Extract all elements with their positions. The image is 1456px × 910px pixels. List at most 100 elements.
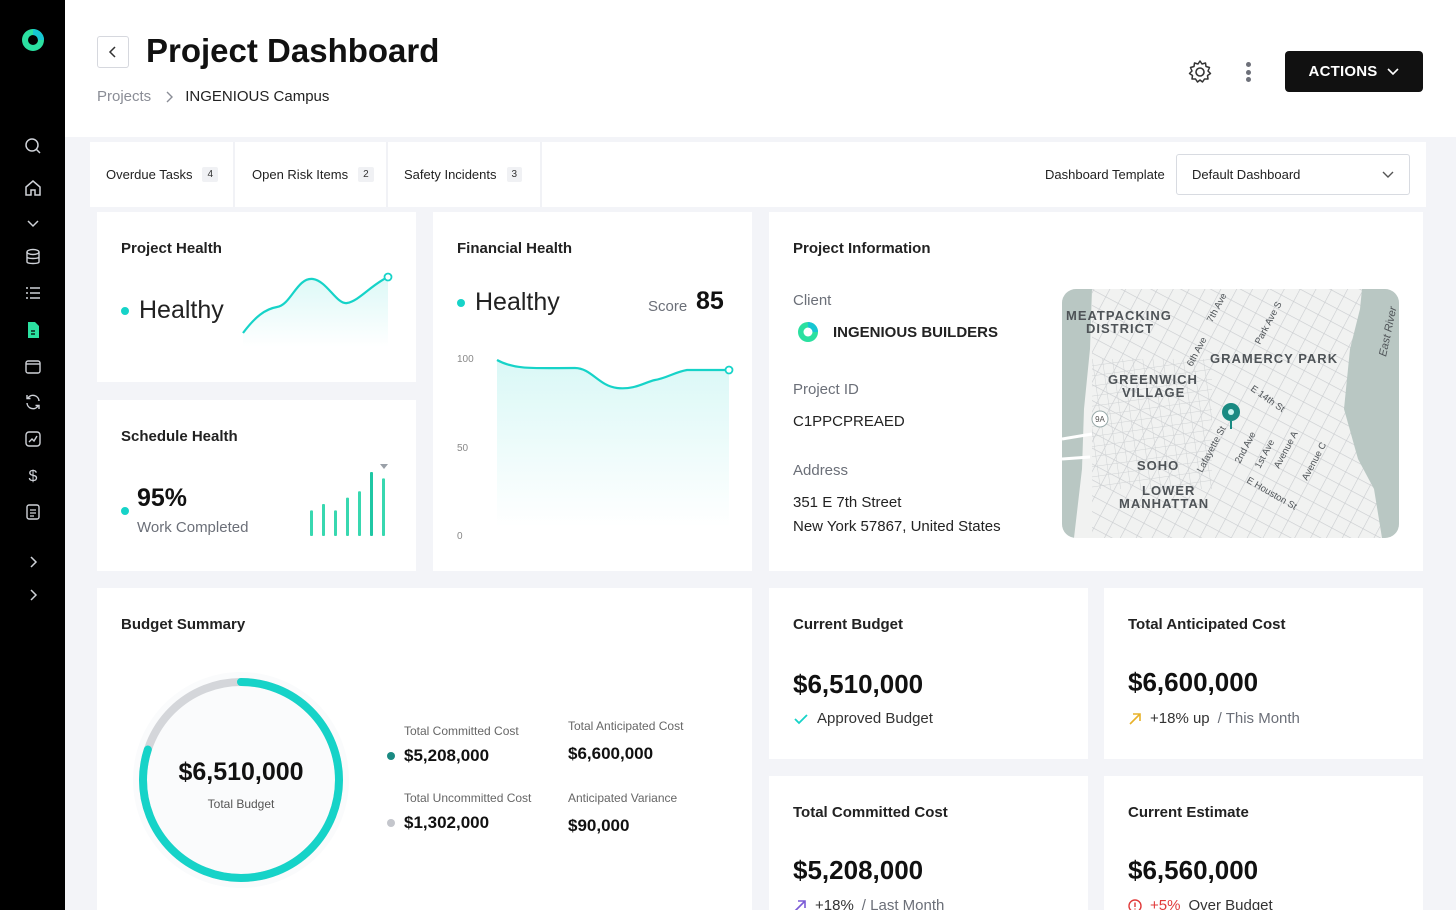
chevron-down-icon[interactable] (22, 212, 44, 234)
gear-icon[interactable] (1187, 59, 1213, 85)
document-icon[interactable] (22, 319, 44, 341)
financial-area-chart (496, 359, 734, 527)
y-tick-label: 0 (457, 531, 463, 542)
tab-count-badge: 4 (202, 167, 219, 182)
list-icon[interactable] (22, 282, 44, 304)
map-label: 6th Ave (1185, 335, 1210, 368)
map-graphic (1062, 289, 1399, 538)
actions-button[interactable]: ACTIONS (1285, 51, 1423, 92)
schedule-bar (310, 510, 313, 536)
schedule-bar (370, 472, 373, 536)
chevron-right-icon[interactable] (22, 551, 44, 573)
chart-icon[interactable] (22, 428, 44, 450)
total-anticipated-card: Total Anticipated Cost $6,600,000 +18% u… (1104, 588, 1423, 759)
tab-overdue-tasks[interactable]: Overdue Tasks 4 (90, 142, 235, 207)
breadcrumb-projects[interactable]: Projects (97, 88, 152, 105)
report-icon[interactable] (22, 501, 44, 523)
app-logo[interactable] (20, 27, 46, 53)
search-icon[interactable] (22, 135, 44, 157)
home-icon[interactable] (22, 177, 44, 199)
dashboard-template-label: Dashboard Template (1045, 167, 1165, 182)
chevron-down-icon (1387, 67, 1400, 75)
tab-open-risk-items[interactable]: Open Risk Items 2 (235, 142, 388, 207)
tab-safety-incidents[interactable]: Safety Incidents 3 (388, 142, 542, 207)
change-text: +18% (815, 897, 854, 910)
map-labels: MEATPACKING DISTRICT GRAMERCY PARK GREEN… (1066, 291, 1399, 513)
budget-donut-chart (133, 672, 349, 888)
current-budget-sub: Approved Budget (793, 710, 933, 727)
project-location-map[interactable]: MEATPACKING DISTRICT GRAMERCY PARK GREEN… (1062, 289, 1399, 538)
client-name[interactable]: INGENIOUS BUILDERS (833, 324, 999, 341)
project-health-status: Healthy (121, 296, 224, 325)
committed-value: $5,208,000 (404, 746, 490, 765)
y-tick-label: 50 (457, 443, 469, 454)
dashboard-template-select[interactable]: Default Dashboard (1176, 154, 1410, 195)
map-label: East River (1377, 304, 1399, 357)
uncommitted-value: $1,302,000 (404, 813, 490, 832)
total-anticipated-value: $6,600,000 (1128, 667, 1259, 697)
arrow-up-right-icon (794, 899, 806, 910)
score-label: Score (648, 298, 688, 315)
map-label: E Houston St (1245, 475, 1299, 513)
tab-label: Safety Incidents (404, 167, 497, 182)
tab-label: Open Risk Items (252, 167, 349, 182)
card-title: Current Estimate (1128, 804, 1249, 821)
schedule-percent: 95% (137, 484, 188, 512)
period-text: / Last Month (861, 897, 945, 910)
committed-arc (139, 678, 343, 882)
tab-count-badge: 2 (358, 167, 374, 182)
status-text: Healthy (475, 288, 560, 316)
budget-total-label: Total Budget (207, 797, 275, 811)
card-title: Budget Summary (121, 616, 246, 633)
client-label: Client (793, 292, 832, 309)
score-value: 85 (696, 287, 724, 315)
current-estimate-value: $6,560,000 (1128, 855, 1259, 885)
map-label: LOWER (1142, 483, 1195, 498)
current-estimate-sub: +5% Over Budget (1128, 897, 1273, 910)
map-label: Avenue C (1300, 440, 1329, 482)
schedule-bar-chart (310, 464, 388, 536)
database-icon[interactable] (22, 246, 44, 268)
address-line-1: 351 E 7th Street (793, 494, 902, 511)
breadcrumb-current: INGENIOUS Campus (185, 88, 330, 105)
status-dot (121, 306, 129, 315)
financial-health-status: Healthy (457, 288, 560, 317)
period-text: Over Budget (1188, 897, 1273, 910)
tab-count-badge: 3 (506, 167, 523, 182)
current-estimate-card: Current Estimate $6,560,000 +5% Over Bud… (1104, 776, 1423, 910)
page-title: Project Dashboard (146, 32, 440, 69)
chevron-left-icon (108, 46, 116, 58)
current-budget-value: $6,510,000 (793, 669, 924, 699)
folder-icon[interactable] (22, 355, 44, 377)
tab-label: Overdue Tasks (106, 167, 193, 182)
legend-dot (387, 819, 395, 827)
map-label: Lafayette St (1195, 424, 1229, 474)
dollar-icon[interactable]: $ (22, 464, 44, 486)
schedule-health-card: Schedule Health 95% Work Completed (97, 400, 416, 571)
map-label: GREENWICH (1108, 372, 1198, 387)
budget-total: $6,510,000 (178, 758, 304, 786)
card-title: Financial Health (457, 240, 573, 257)
card-title: Project Health (121, 240, 222, 257)
arrow-up-right-icon (1129, 712, 1141, 725)
more-options-icon[interactable] (1238, 60, 1258, 84)
schedule-bar (322, 504, 325, 536)
status-dot (121, 507, 129, 515)
map-label: 9A (1095, 415, 1105, 424)
chevron-right-icon[interactable] (22, 584, 44, 606)
sync-icon[interactable] (22, 391, 44, 413)
check-icon (794, 713, 808, 724)
project-health-card: Project Health Healthy (97, 212, 416, 382)
back-button[interactable] (97, 36, 129, 68)
project-id-value: C1PPCPREAED (793, 413, 905, 430)
map-label: Park Ave S (1253, 300, 1285, 347)
dashboard-template-value: Default Dashboard (1192, 167, 1301, 182)
total-committed-value: $5,208,000 (793, 855, 924, 885)
budget-summary-card: Budget Summary $6,510,000 Total Budget T… (97, 588, 752, 910)
uncommitted-label: Total Uncommitted Cost (404, 791, 532, 805)
route-shield-icon (1091, 410, 1109, 428)
total-anticipated-sub: +18% up / This Month (1128, 710, 1300, 727)
address-line-2: New York 57867, United States (793, 518, 1001, 535)
project-health-sparkline (242, 272, 393, 347)
map-label: GRAMERCY PARK (1210, 351, 1338, 366)
